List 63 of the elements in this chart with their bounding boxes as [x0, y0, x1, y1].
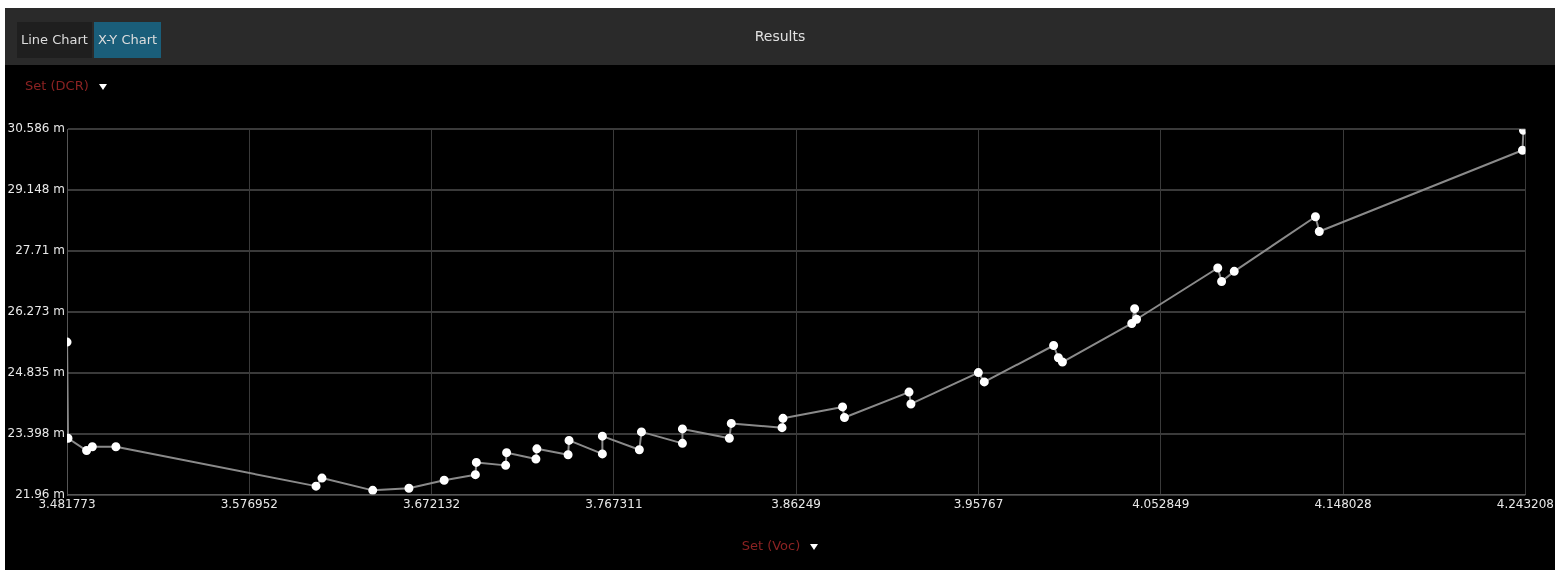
x-tick-label: 4.052849: [1132, 496, 1190, 511]
y-tick-label: 26.273 m: [7, 304, 65, 319]
point: [597, 449, 607, 459]
point: [1132, 314, 1142, 324]
point: [317, 473, 327, 483]
point: [502, 448, 512, 458]
point: [1213, 263, 1223, 273]
x-tick-label: 3.672132: [402, 496, 461, 511]
point: [1229, 266, 1239, 276]
y-tick-label: 27.71 m: [15, 243, 65, 258]
point: [1314, 227, 1324, 237]
point: [564, 435, 574, 445]
point: [111, 442, 121, 452]
point: [677, 438, 687, 448]
point: [636, 427, 646, 437]
x-tick-label: 3.576952: [220, 496, 278, 511]
point: [973, 368, 983, 378]
point: [531, 454, 541, 464]
y-tick-label: 30.586 m: [7, 121, 65, 136]
point: [404, 483, 414, 493]
x-tick-label: 3.767311: [585, 496, 643, 511]
point: [839, 413, 849, 422]
y-tick-label: 23.398 m: [7, 425, 65, 440]
point: [778, 413, 788, 423]
point: [563, 450, 573, 460]
point: [501, 460, 511, 470]
point: [1217, 277, 1227, 287]
x-tick-label: 3.481773: [38, 496, 96, 511]
point: [906, 399, 916, 409]
point: [87, 442, 97, 452]
chart-title: Results: [754, 28, 806, 44]
point: [597, 431, 607, 441]
point: [677, 424, 687, 434]
text: Line Chart: [17, 22, 92, 58]
point: [471, 457, 481, 467]
point: [439, 475, 449, 485]
point: [532, 444, 542, 454]
point: [1310, 212, 1320, 222]
point: [82, 446, 92, 456]
y-tick-label: 29.148 m: [7, 182, 65, 197]
x-tick-label: 4.243208: [1496, 496, 1554, 511]
point: [1130, 304, 1140, 314]
point: [634, 445, 644, 455]
point: [1049, 340, 1059, 350]
y-axis-title: Set (DCR): [25, 78, 89, 93]
point: [311, 481, 321, 491]
text: X-Y Chart: [93, 22, 162, 58]
x-axis-title: Set (Voc): [741, 538, 801, 553]
point: [724, 433, 734, 443]
point: [726, 418, 736, 428]
x-tick-label: 3.86249: [771, 496, 821, 511]
x-tick-label: 4.148028: [1314, 496, 1372, 511]
point: [777, 423, 787, 433]
point: [1057, 357, 1067, 367]
point: [470, 470, 480, 480]
point: [838, 402, 848, 412]
point: [368, 485, 378, 495]
y-tick-label: 24.835 m: [7, 364, 65, 379]
point: [1518, 129, 1526, 135]
point: [1517, 145, 1526, 155]
x-tick-label: 3.95767: [953, 496, 1004, 511]
point: [904, 387, 914, 397]
point: [979, 377, 989, 387]
